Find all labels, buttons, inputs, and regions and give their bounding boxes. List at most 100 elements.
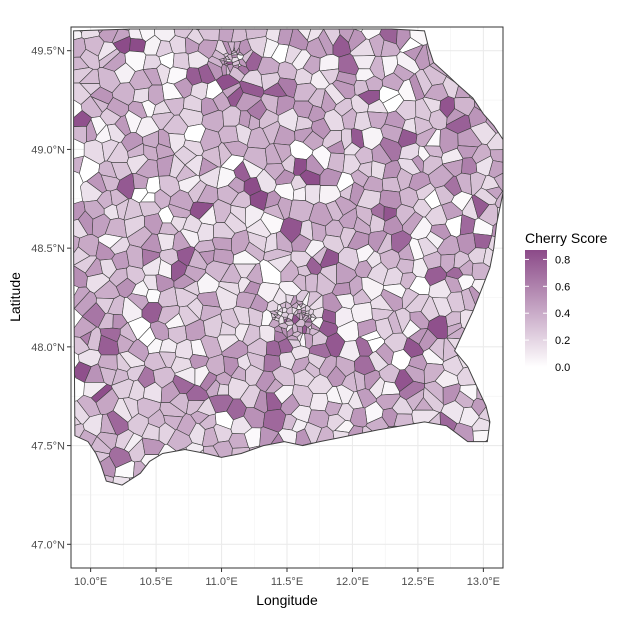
region-cell — [309, 392, 329, 412]
region-cell — [347, 391, 364, 410]
x-axis: 10.0°E 10.5°E 11.0°E 11.5°E 12.0°E 12.5°E 13.0… — [74, 568, 500, 588]
x-tick-label: 11.5°E — [271, 576, 303, 588]
region-cell — [310, 313, 317, 319]
legend-ticks: 0.0 0.2 0.4 0.6 0.8 — [525, 254, 570, 374]
region-cell — [231, 54, 238, 59]
region-cell — [81, 0, 107, 26]
region-cell — [218, 125, 239, 144]
region-cell — [380, 29, 405, 31]
region-cell — [499, 369, 503, 385]
y-tick-label: 47.5°N — [31, 441, 65, 453]
region-cell — [215, 39, 228, 55]
region-cell — [73, 413, 82, 429]
x-tick-label: 12.5°E — [401, 576, 434, 588]
region-cell — [501, 424, 503, 452]
region-cell — [500, 114, 503, 134]
region-cell — [326, 0, 347, 28]
region-outline — [73, 28, 503, 486]
y-tick-label: 48.0°N — [31, 342, 65, 354]
region-cell — [126, 244, 144, 269]
region-cell — [505, 443, 533, 470]
x-tick-label: 12.0°E — [336, 576, 369, 588]
region-cell — [41, 20, 70, 38]
region-cell — [273, 317, 280, 322]
region-cell — [111, 475, 131, 486]
region-cell — [301, 311, 306, 316]
region-cell — [304, 305, 311, 312]
region-cell — [41, 253, 70, 278]
region-cell — [167, 29, 190, 31]
y-axis-title: Latitude — [7, 272, 23, 322]
region-cell — [129, 38, 147, 53]
legend-tick-label: 0.6 — [555, 281, 570, 293]
region-cell — [508, 148, 533, 188]
region-cell — [319, 54, 340, 72]
region-cell — [73, 219, 75, 241]
region-cell — [273, 313, 279, 317]
region-cell — [161, 0, 188, 23]
legend-tick-label: 0.2 — [555, 335, 570, 347]
legend-colorbar — [525, 250, 547, 367]
region-cell — [504, 95, 533, 122]
region-cell — [238, 58, 248, 68]
region-cell — [296, 300, 304, 305]
region-cell — [393, 0, 416, 25]
x-tick-label: 10.0°E — [74, 576, 107, 588]
region-cell — [502, 376, 503, 401]
region-cell — [286, 306, 293, 315]
region-cell — [295, 313, 301, 320]
region-cell — [188, 0, 218, 24]
region-cell — [294, 319, 306, 328]
region-cell — [234, 0, 255, 26]
region-cell — [55, 401, 73, 420]
region-cell — [274, 325, 284, 334]
region-cell — [284, 320, 295, 326]
x-tick-label: 10.5°E — [140, 576, 173, 588]
region-cell — [304, 333, 314, 350]
region-cell — [304, 0, 326, 27]
legend: Cherry Score 0.0 0.2 0.4 0.6 0.8 — [525, 230, 608, 374]
y-tick-label: 48.5°N — [31, 243, 65, 255]
x-axis-title: Longitude — [256, 592, 318, 608]
y-tick-label: 49.5°N — [31, 46, 65, 58]
region-cell — [41, 0, 82, 20]
region-cell — [309, 327, 321, 336]
region-cell — [428, 0, 447, 24]
region-cell — [122, 0, 148, 25]
region-cell — [504, 123, 533, 145]
region-cell — [339, 0, 366, 24]
region-cell — [111, 29, 135, 31]
x-tick-label: 13.0°E — [467, 576, 500, 588]
region-cell — [41, 409, 65, 439]
region-cell — [248, 29, 272, 31]
region-cell — [304, 361, 321, 379]
y-tick-label: 47.0°N — [31, 539, 65, 551]
region-cell — [277, 0, 299, 25]
y-axis: 47.0°N 47.5°N 48.0°N 48.5°N 49.0°N 49.5°N — [31, 46, 71, 551]
legend-tick-label: 0.8 — [555, 254, 570, 266]
region-cell — [221, 63, 227, 76]
region-cell — [365, 0, 394, 25]
region-cell — [254, 0, 282, 26]
region-cell — [420, 295, 440, 322]
region-cell — [132, 87, 150, 103]
region-cell — [499, 399, 503, 429]
region-cell — [444, 0, 463, 26]
region-cell — [231, 50, 237, 55]
region-cell — [505, 139, 533, 156]
region-cell — [232, 64, 240, 69]
legend-title: Cherry Score — [525, 230, 608, 246]
legend-tick-label: 0.0 — [555, 362, 570, 374]
legend-tick-label: 0.4 — [555, 308, 570, 320]
region-cell — [305, 273, 319, 293]
region-cell — [211, 237, 232, 251]
region-cell — [297, 309, 302, 314]
region-cell — [415, 0, 435, 24]
region-cell — [286, 326, 294, 338]
region-cell — [226, 61, 233, 65]
region-cell — [223, 57, 227, 63]
region-cell — [145, 0, 162, 25]
y-tick-label: 49.0°N — [31, 144, 65, 156]
x-tick-label: 11.0°E — [205, 576, 237, 588]
